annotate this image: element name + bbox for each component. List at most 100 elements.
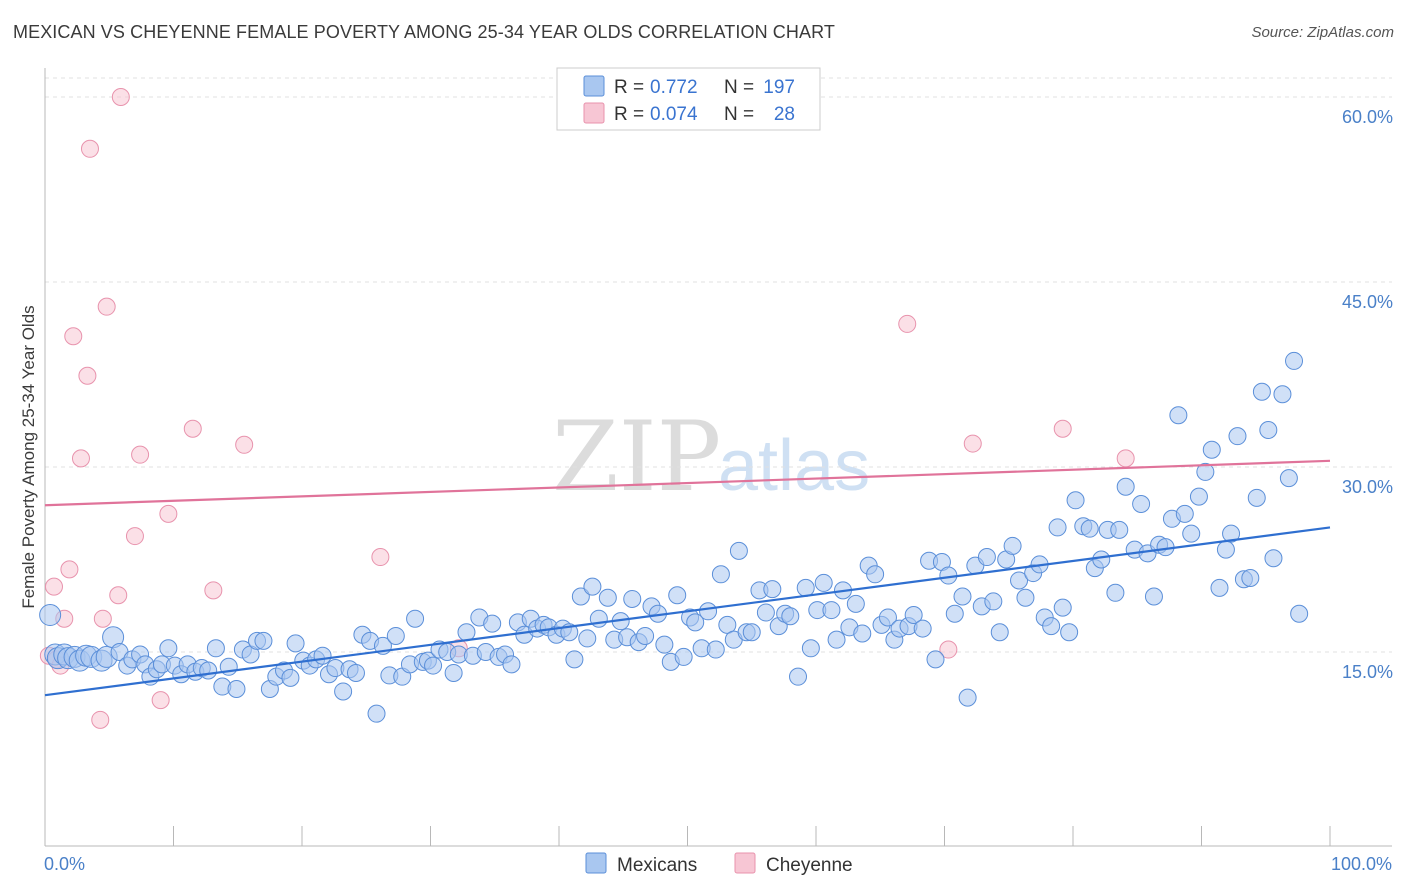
mexicans-point — [1092, 550, 1111, 569]
x-tick-label-max: 100.0% — [1331, 854, 1392, 874]
cheyenne-point — [44, 577, 63, 596]
legend-n-label-2: N = — [724, 104, 754, 125]
mexicans-point — [1175, 504, 1194, 523]
cheyenne-point — [64, 327, 83, 346]
mexicans-point — [1228, 427, 1247, 446]
mexicans-point — [814, 573, 833, 592]
cheyenne-point — [898, 314, 917, 333]
legend-n-label-1: N = — [724, 77, 754, 98]
mexicans-point — [1016, 588, 1035, 607]
mexicans-point — [386, 626, 405, 645]
mexicans-point — [1222, 524, 1241, 543]
watermark-atlas: atlas — [718, 426, 870, 506]
mexicans-point — [1060, 623, 1079, 642]
mexicans-point — [1210, 578, 1229, 597]
mexicans-point — [977, 548, 996, 567]
mexicans-point — [1264, 549, 1283, 568]
cheyenne-point — [939, 640, 958, 659]
y-tick-label-45: 45.0% — [1342, 292, 1393, 312]
mexicans-point — [636, 626, 655, 645]
mexicans-point — [1003, 536, 1022, 555]
mexicans-point — [953, 587, 972, 606]
mexicans-point — [199, 661, 218, 680]
mexicans-point — [227, 680, 246, 698]
legend-r-label-1: R = — [614, 77, 644, 98]
cheyenne-point — [159, 504, 178, 523]
legend-r-value-1: 0.772 — [650, 77, 698, 98]
cheyenne-point — [111, 88, 130, 106]
mexicans-point — [729, 541, 748, 560]
mexicans-point — [699, 602, 718, 621]
mexicans-point — [1189, 487, 1208, 506]
mexicans-point — [1053, 598, 1072, 617]
mexicans-point — [1241, 569, 1260, 587]
bottom-legend-cheyenne: Cheyenne — [766, 855, 853, 876]
watermark-zip: ZIP — [552, 401, 721, 513]
bottom-legend-swatch-mexicans — [585, 852, 607, 874]
mexicans-point — [598, 588, 617, 607]
mexicans-point — [206, 639, 225, 658]
mexicans-points — [39, 351, 1309, 723]
mexicans-point — [668, 586, 687, 605]
cheyenne-point — [80, 139, 99, 158]
cheyenne-point — [60, 560, 79, 579]
mexicans-point — [1132, 495, 1151, 513]
mexicans-point — [1010, 571, 1029, 590]
y-tick-label-15: 15.0% — [1342, 662, 1393, 682]
mexicans-point — [958, 688, 977, 707]
mexicans-point — [502, 655, 521, 674]
cheyenne-point — [131, 445, 150, 464]
cheyenne-point — [125, 527, 144, 546]
cheyenne-point — [91, 710, 110, 729]
mexicans-point — [313, 646, 332, 665]
mexicans-point — [346, 663, 365, 682]
mexicans-point — [984, 592, 1003, 611]
mexicans-point — [756, 603, 775, 622]
mexicans-point — [706, 640, 725, 659]
mexicans-point — [913, 619, 932, 638]
mexicans-point — [801, 639, 820, 658]
series-legend: Mexicans Cheyenne — [585, 852, 853, 876]
cheyenne-point — [235, 435, 254, 454]
mexicans-point — [1202, 440, 1221, 459]
correlation-legend: R = 0.772 N = 197 R = 0.074 N = 28 — [556, 67, 821, 131]
mexicans-point — [1285, 351, 1304, 370]
bottom-legend-swatch-cheyenne — [734, 852, 756, 874]
mexicans-point — [1273, 385, 1292, 404]
legend-n-value-1: 197 — [763, 77, 795, 98]
mexicans-point — [444, 663, 463, 682]
mexicans-point — [578, 629, 597, 648]
mexicans-point — [827, 630, 846, 649]
source-label: Source: ZipAtlas.com — [1251, 24, 1394, 41]
mexicans-point — [367, 704, 386, 723]
mexicans-point — [742, 623, 761, 642]
bottom-legend-mexicans: Mexicans — [617, 855, 697, 876]
cheyenne-point — [183, 419, 202, 438]
mexicans-point — [39, 604, 62, 626]
legend-r-label-2: R = — [614, 104, 644, 125]
mexicans-point — [406, 609, 425, 628]
cheyenne-point — [371, 548, 390, 567]
cheyenne-point — [1053, 419, 1072, 438]
mexicans-point — [1110, 520, 1129, 539]
mexicans-point — [457, 623, 476, 642]
cheyenne-point — [97, 297, 116, 316]
mexicans-point — [904, 606, 923, 624]
mexicans-point — [254, 631, 273, 650]
mexicans-point — [1169, 406, 1188, 425]
cheyenne-point — [109, 586, 128, 605]
trend-lines — [44, 459, 1331, 697]
x-tick-label-min: 0.0% — [44, 854, 85, 874]
mexicans-point — [990, 623, 1009, 642]
mexicans-point — [926, 650, 945, 669]
mexicans-point — [796, 578, 815, 597]
x-axis-ticks — [44, 826, 1331, 846]
mexicans-point — [1252, 382, 1271, 401]
mexicans-point — [565, 650, 584, 669]
mexicans-point — [159, 639, 178, 658]
cheyenne-point — [1116, 449, 1135, 468]
mexicans-point — [1144, 587, 1163, 606]
mexicans-point — [1116, 477, 1135, 496]
mexicans-point — [623, 589, 642, 608]
